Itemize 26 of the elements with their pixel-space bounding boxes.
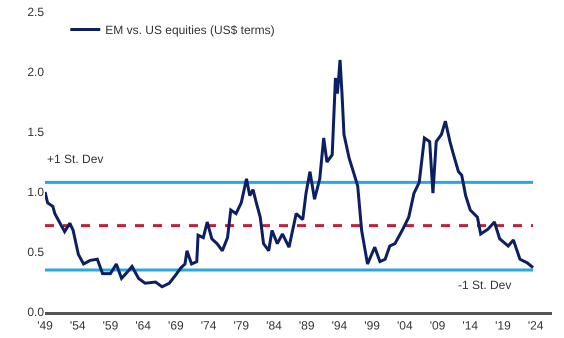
x-tick-label: '19 — [495, 318, 512, 332]
y-tick-label: 0.5 — [27, 245, 44, 260]
ref-line-label: +1 St. Dev — [47, 152, 104, 166]
legend-label: EM vs. US equities (US$ terms) — [105, 23, 275, 38]
y-tick-label: 2.5 — [27, 5, 44, 20]
y-tick-label: 2.0 — [27, 65, 44, 80]
x-tick-label: '64 — [135, 318, 152, 332]
x-tick-label: '74 — [200, 318, 217, 332]
x-tick-label: '84 — [266, 318, 282, 332]
x-tick-label: '79 — [233, 318, 250, 332]
x-tick-label: '54 — [70, 318, 86, 332]
x-tick-label: '49 — [37, 318, 54, 332]
line-series — [45, 58, 535, 288]
y-tick-label: 0.0 — [27, 305, 44, 320]
x-tick-label: '89 — [298, 318, 315, 332]
x-tick-label: '69 — [168, 318, 184, 332]
x-tick-label: '94 — [332, 318, 348, 332]
y-tick-label: 1.0 — [27, 185, 44, 200]
y-tick-label: 1.5 — [27, 125, 44, 140]
x-tick-label: '99 — [364, 318, 380, 332]
x-tick-label: '14 — [462, 318, 478, 332]
x-tick-label: '09 — [430, 318, 446, 332]
x-tick-label: '24 — [528, 318, 544, 332]
x-tick-label: '04 — [396, 318, 413, 332]
x-tick-label: '59 — [102, 318, 119, 332]
ref-line-label: -1 St. Dev — [458, 278, 512, 292]
